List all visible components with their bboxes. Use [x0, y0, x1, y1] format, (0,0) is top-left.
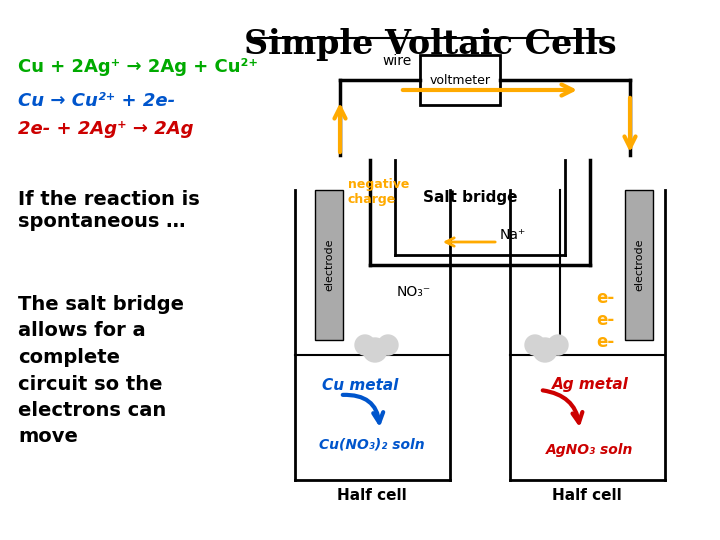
Text: e-: e- — [596, 333, 614, 351]
Circle shape — [355, 335, 375, 355]
Text: electrode: electrode — [324, 239, 334, 291]
Text: Cu + 2Ag⁺ → 2Ag + Cu²⁺: Cu + 2Ag⁺ → 2Ag + Cu²⁺ — [18, 58, 258, 76]
Circle shape — [525, 335, 545, 355]
Text: AgNO₃ soln: AgNO₃ soln — [546, 443, 634, 457]
Circle shape — [378, 335, 398, 355]
Text: Cu metal: Cu metal — [322, 377, 398, 393]
Text: Ag metal: Ag metal — [552, 377, 629, 393]
Text: e-: e- — [596, 311, 614, 329]
Bar — [315, 190, 343, 340]
Text: Cu → Cu²⁺ + 2e-: Cu → Cu²⁺ + 2e- — [18, 92, 175, 110]
Text: Salt bridge: Salt bridge — [423, 190, 517, 205]
Polygon shape — [355, 339, 375, 352]
Text: Simple Voltaic Cells: Simple Voltaic Cells — [243, 28, 616, 61]
Text: e-: e- — [596, 289, 614, 307]
Text: voltmeter: voltmeter — [430, 73, 490, 86]
Text: wire: wire — [382, 54, 411, 68]
Text: If the reaction is
spontaneous …: If the reaction is spontaneous … — [18, 190, 199, 231]
Bar — [420, 55, 500, 105]
Polygon shape — [363, 342, 387, 358]
Text: Half cell: Half cell — [552, 488, 622, 503]
Text: The salt bridge
allows for a
complete
circuit so the
electrons can
move: The salt bridge allows for a complete ci… — [18, 295, 184, 447]
Circle shape — [533, 338, 557, 362]
Text: Cu(NO₃)₂ soln: Cu(NO₃)₂ soln — [319, 438, 425, 452]
Text: Na⁺: Na⁺ — [500, 228, 526, 242]
Text: NO₃⁻: NO₃⁻ — [397, 285, 431, 299]
Text: electrode: electrode — [634, 239, 644, 291]
Circle shape — [548, 335, 568, 355]
Text: negative
charge: negative charge — [348, 178, 410, 206]
Text: Half cell: Half cell — [337, 488, 407, 503]
Bar — [625, 190, 653, 340]
Polygon shape — [378, 339, 398, 352]
Text: 2e- + 2Ag⁺ → 2Ag: 2e- + 2Ag⁺ → 2Ag — [18, 120, 194, 138]
Circle shape — [363, 338, 387, 362]
